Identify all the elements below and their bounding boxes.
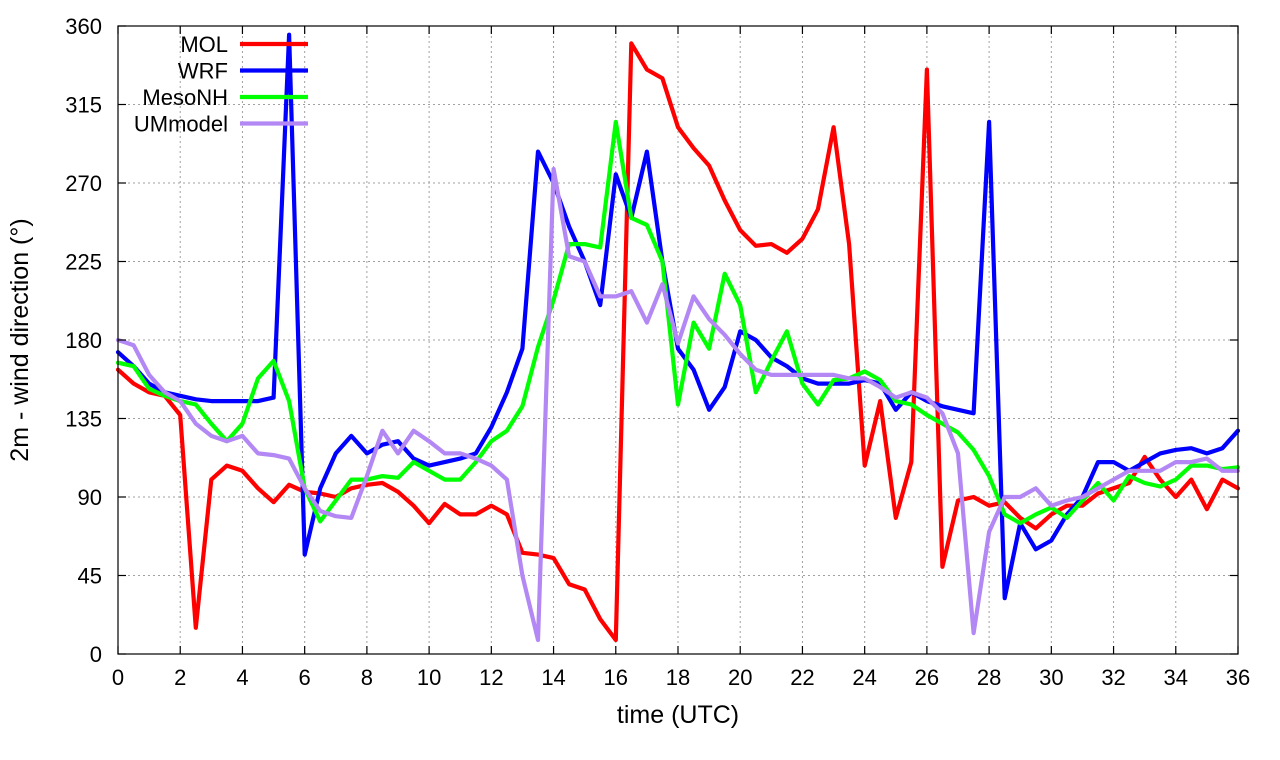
x-tick-label: 18 (666, 665, 690, 690)
y-axis-label: 2m - wind direction (°) (6, 218, 34, 461)
series-line-wrf (115, 32, 1241, 601)
x-tick-label: 4 (236, 665, 248, 690)
x-tick-label: 16 (604, 665, 628, 690)
axis-ticks: 0 2 4 6 8 10 12 14 16 18 20 22 24 26 28 30 32 34 360459013… (65, 14, 1250, 690)
series-lines (115, 32, 1241, 643)
x-tick-label: 36 (1226, 665, 1250, 690)
x-axis-label: time (UTC) (617, 701, 739, 729)
y-tick-label: 90 (78, 485, 102, 510)
y-tick-label: 0 (90, 642, 102, 667)
x-tick-label: 10 (417, 665, 441, 690)
x-tick-label: 14 (541, 665, 565, 690)
x-tick-label: 30 (1039, 665, 1063, 690)
legend-label-wrf: WRF (178, 59, 228, 84)
x-tick-label: 6 (299, 665, 311, 690)
x-tick-label: 34 (1164, 665, 1188, 690)
x-tick-label: 22 (790, 665, 814, 690)
legend-label-mesonh: MesoNH (142, 85, 228, 110)
x-tick-label: 26 (915, 665, 939, 690)
series-line-ummodel (115, 166, 1241, 643)
y-tick-label: 180 (65, 328, 102, 353)
x-tick-label: 12 (479, 665, 503, 690)
x-tick-label: 32 (1101, 665, 1125, 690)
x-tick-label: 20 (728, 665, 752, 690)
x-tick-label: 2 (174, 665, 186, 690)
y-tick-label: 360 (65, 14, 102, 39)
y-tick-label: 315 (65, 93, 102, 118)
x-tick-label: 24 (852, 665, 876, 690)
x-tick-label: 28 (977, 665, 1001, 690)
y-tick-label: 270 (65, 171, 102, 196)
y-tick-label: 225 (65, 250, 102, 275)
y-tick-label: 45 (78, 564, 102, 589)
x-tick-label: 8 (361, 665, 373, 690)
legend-label-ummodel: UMmodel (134, 112, 228, 137)
y-tick-label: 135 (65, 407, 102, 432)
x-tick-label: 0 (112, 665, 124, 690)
legend-label-mol: MOL (180, 32, 228, 57)
